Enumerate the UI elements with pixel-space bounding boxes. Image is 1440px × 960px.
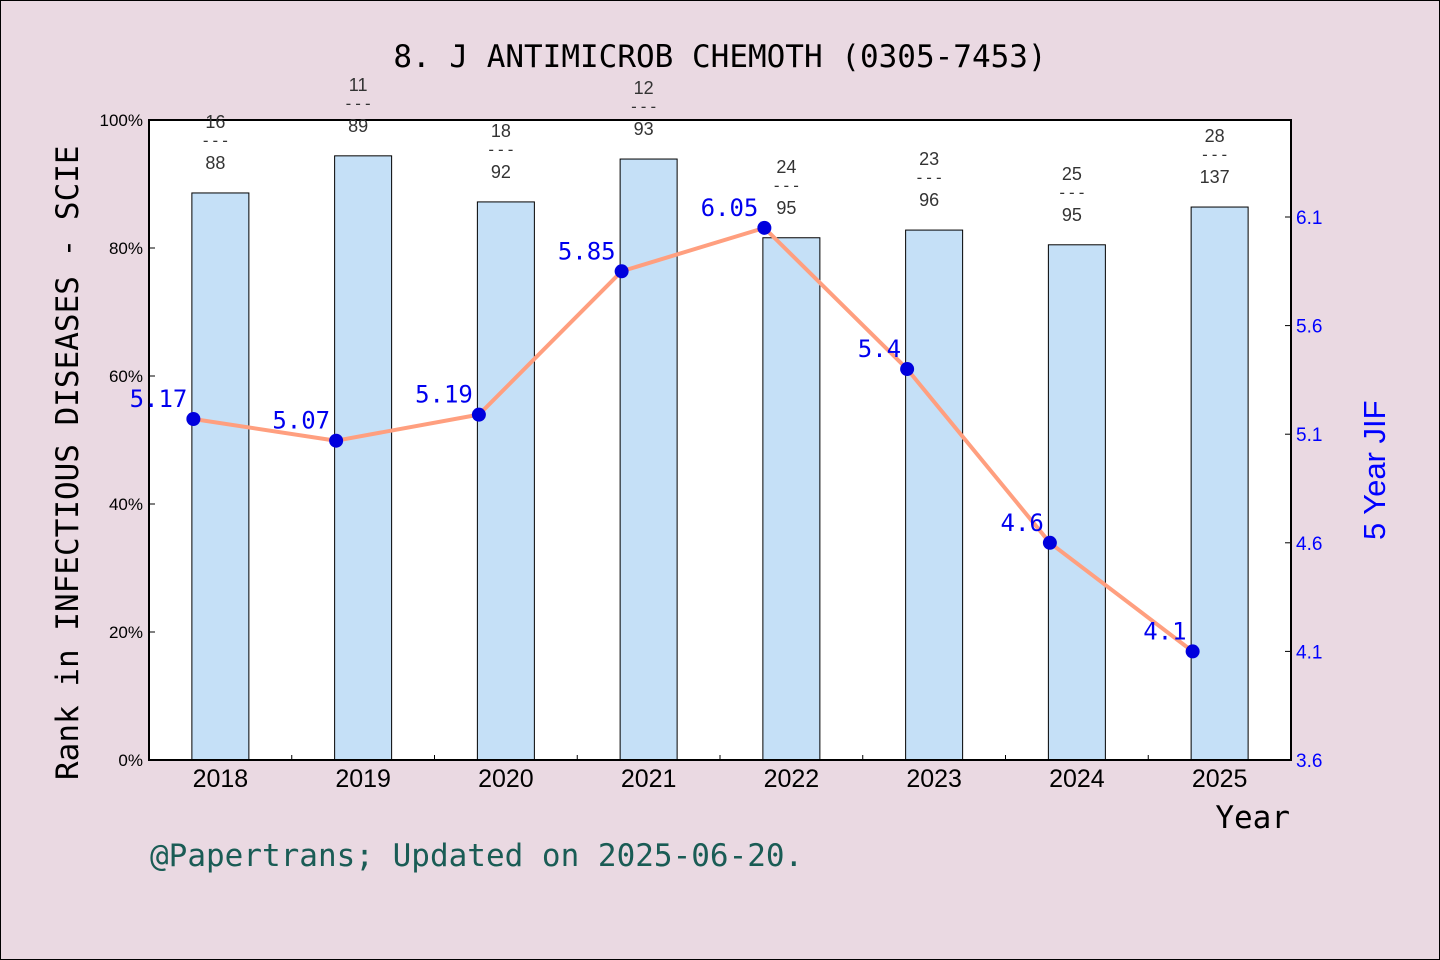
bar-2018 (191, 192, 250, 761)
right-tick-label: 5.6 (1296, 317, 1322, 338)
jif-point-2025 (1185, 644, 1200, 659)
bar-2022 (762, 237, 821, 761)
rank-denominator: 89 (348, 116, 368, 136)
rank-denominator: 93 (634, 119, 654, 139)
rank-numerator: 24 (776, 157, 796, 177)
x-axis-label: Year (1215, 800, 1290, 836)
bar-2019 (334, 155, 393, 761)
rank-divider: --- (1200, 145, 1229, 164)
jif-point-2019 (329, 433, 344, 448)
jif-point-2022 (757, 220, 772, 235)
jif-point-2018 (186, 411, 201, 426)
rank-denominator: 88 (205, 153, 225, 173)
rank-numerator: 18 (491, 121, 511, 141)
rank-divider: --- (201, 131, 230, 150)
rank-divider: --- (344, 94, 373, 113)
left-axis-label: Rank in INFECTIOUS DISEASES - SCIE (50, 145, 86, 780)
jif-label: 5.4 (858, 335, 901, 363)
rank-numerator: 23 (919, 149, 939, 169)
rank-denominator: 95 (776, 198, 796, 218)
rank-divider: --- (1057, 183, 1086, 202)
rank-denominator: 137 (1200, 167, 1230, 187)
jif-label: 5.19 (415, 381, 473, 409)
rank-numerator: 28 (1205, 126, 1225, 146)
jif-point-2021 (614, 264, 629, 279)
rank-numerator: 16 (205, 112, 225, 132)
x-tick-label: 2020 (478, 765, 534, 793)
rank-divider: --- (629, 97, 658, 116)
left-tick-label: 60% (109, 367, 143, 386)
rank-numerator: 25 (1062, 164, 1082, 184)
x-tick-label: 2018 (193, 765, 249, 793)
x-tick-label: 2023 (906, 765, 962, 793)
right-tick-label: 4.6 (1296, 534, 1322, 555)
rank-divider: --- (486, 140, 515, 159)
x-tick-label: 2024 (1049, 765, 1105, 793)
jif-label: 4.6 (1001, 509, 1044, 537)
jif-point-2023 (900, 362, 915, 377)
jif-label: 4.1 (1143, 617, 1186, 645)
left-tick-label: 40% (109, 495, 143, 514)
jif-line (193, 225, 1194, 653)
jif-label: 5.17 (130, 385, 188, 413)
right-tick-label: 5.1 (1296, 425, 1322, 446)
jif-label: 5.85 (558, 237, 616, 265)
x-tick-label: 2025 (1192, 765, 1248, 793)
left-tick-label: 20% (109, 623, 143, 642)
left-tick-label: 80% (109, 239, 143, 258)
right-tick-label: 4.1 (1296, 642, 1322, 663)
rank-denominator: 92 (491, 162, 511, 182)
rank-divider: --- (772, 176, 801, 195)
left-tick-label: 0% (118, 751, 143, 770)
rank-divider: --- (915, 168, 944, 187)
jif-point-2020 (471, 407, 486, 422)
bar-2023 (905, 229, 964, 761)
x-tick-label: 2021 (621, 765, 677, 793)
footer-text: @Papertrans; Updated on 2025-06-20. (150, 838, 803, 874)
right-tick-label: 6.1 (1296, 208, 1322, 229)
rank-denominator: 96 (919, 190, 939, 210)
bar-2024 (1047, 244, 1106, 761)
jif-label: 6.05 (701, 194, 759, 222)
x-tick-label: 2019 (335, 765, 391, 793)
bar-2025 (1190, 206, 1249, 761)
bar-2021 (619, 158, 678, 761)
jif-label: 5.07 (272, 407, 330, 435)
right-axis-label: 5 Year JIF (1357, 400, 1392, 540)
right-tick-label: 3.6 (1296, 751, 1322, 772)
chart-title: 8. J ANTIMICROB CHEMOTH (0305-7453) (393, 39, 1046, 75)
bar-2020 (476, 201, 535, 761)
jif-point-2024 (1042, 535, 1057, 550)
x-tick-label: 2022 (764, 765, 820, 793)
rank-numerator: 12 (634, 78, 654, 98)
rank-numerator: 11 (349, 75, 368, 95)
left-tick-label: 100% (100, 111, 143, 130)
rank-denominator: 95 (1062, 205, 1082, 225)
